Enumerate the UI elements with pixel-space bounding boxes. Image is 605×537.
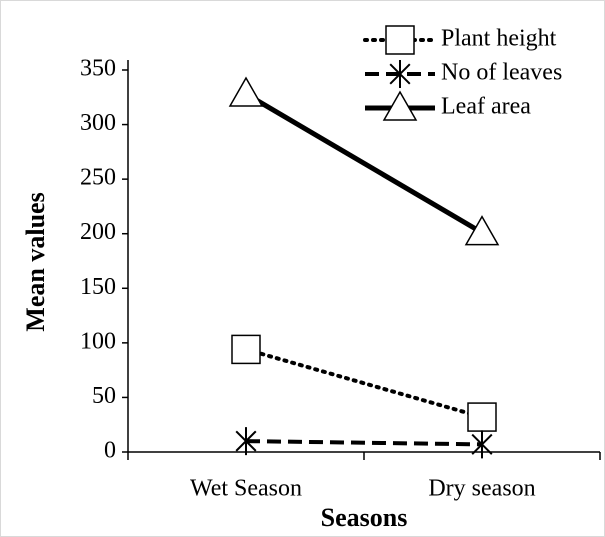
y-tick-label: 250: [80, 165, 116, 191]
y-tick-label: 350: [80, 56, 116, 82]
series-line: [245, 439, 483, 447]
legend-label: Plant height: [441, 26, 557, 52]
series-line: [244, 347, 484, 420]
legend-label: No of leaves: [441, 60, 562, 86]
y-tick-label: 150: [80, 274, 116, 300]
marker-asterisk: [389, 60, 411, 88]
y-axis-label: Mean values: [21, 192, 50, 331]
x-tick-label: Wet Season: [190, 476, 302, 502]
x-tick-label: Dry season: [428, 476, 535, 502]
marker-asterisk: [235, 427, 257, 456]
marker-square: [385, 25, 415, 55]
y-tick-label: 200: [80, 219, 116, 245]
marker-square: [231, 334, 261, 365]
marker-triangle: [464, 215, 500, 246]
marker-asterisk: [471, 430, 493, 459]
marker-square: [467, 402, 497, 432]
y-tick-label: 50: [92, 383, 116, 409]
x-axis-label: Seasons: [321, 503, 408, 532]
legend-label: Leaf area: [441, 94, 531, 120]
y-tick-label: 300: [80, 110, 116, 136]
y-tick-label: 100: [80, 328, 116, 354]
y-tick-label: 0: [104, 438, 116, 464]
marker-triangle: [228, 76, 264, 107]
series-line: [244, 91, 484, 235]
marker-triangle: [382, 90, 418, 121]
